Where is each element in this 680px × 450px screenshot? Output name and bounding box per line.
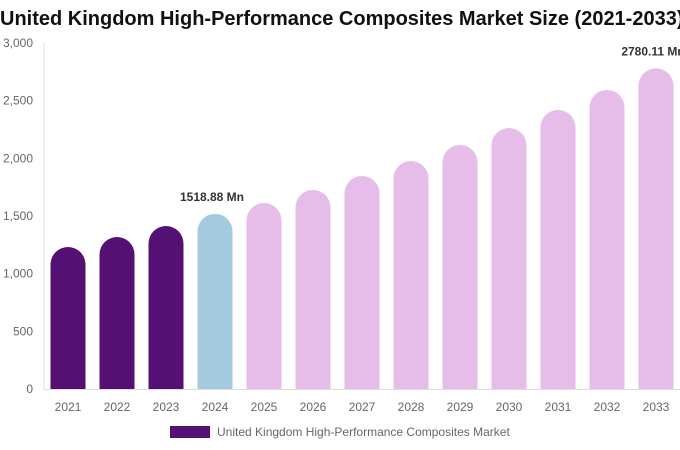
x-tick-label: 2032 — [594, 400, 621, 414]
x-tick-label: 2023 — [153, 400, 180, 414]
x-tick-label: 2029 — [447, 400, 474, 414]
bar-2027 — [344, 175, 380, 389]
bar-2024 — [197, 213, 233, 389]
bar-2032 — [589, 89, 625, 389]
y-tick-label: 1,000 — [3, 267, 33, 281]
bar-2029 — [442, 144, 478, 389]
y-tick-label: 2,000 — [3, 151, 33, 165]
x-tick-label: 2021 — [55, 400, 82, 414]
bar-2033 — [638, 68, 674, 389]
bar-2026 — [295, 189, 331, 389]
data-label: 1518.88 Mn — [180, 190, 244, 204]
bar-2023 — [148, 226, 184, 389]
x-tick-label: 2025 — [251, 400, 278, 414]
y-tick-label: 0 — [26, 382, 33, 396]
chart-title: United Kingdom High-Performance Composit… — [0, 8, 680, 30]
x-tick-label: 2031 — [545, 400, 572, 414]
x-tick-label: 2022 — [104, 400, 131, 414]
legend-swatch — [170, 426, 210, 438]
x-tick-label: 2027 — [349, 400, 376, 414]
x-tick-label: 2024 — [202, 400, 229, 414]
bar-2030 — [491, 128, 527, 389]
x-tick-label: 2033 — [643, 400, 670, 414]
bar-2025 — [246, 202, 282, 389]
y-tick-label: 500 — [13, 324, 33, 338]
bar-2022 — [99, 236, 135, 389]
data-label: 2780.11 Mn — [621, 44, 680, 58]
bar-2028 — [393, 160, 429, 389]
x-tick-label: 2026 — [300, 400, 327, 414]
bar-2021 — [50, 247, 86, 389]
x-tick-label: 2030 — [496, 400, 523, 414]
x-tick-label: 2028 — [398, 400, 425, 414]
y-tick-label: 2,500 — [3, 94, 33, 108]
legend-label: United Kingdom High-Performance Composit… — [217, 425, 510, 439]
legend: United Kingdom High-Performance Composit… — [170, 425, 510, 439]
y-tick-label: 3,000 — [3, 36, 33, 50]
y-tick-label: 1,500 — [3, 209, 33, 223]
bar-2031 — [540, 109, 576, 389]
